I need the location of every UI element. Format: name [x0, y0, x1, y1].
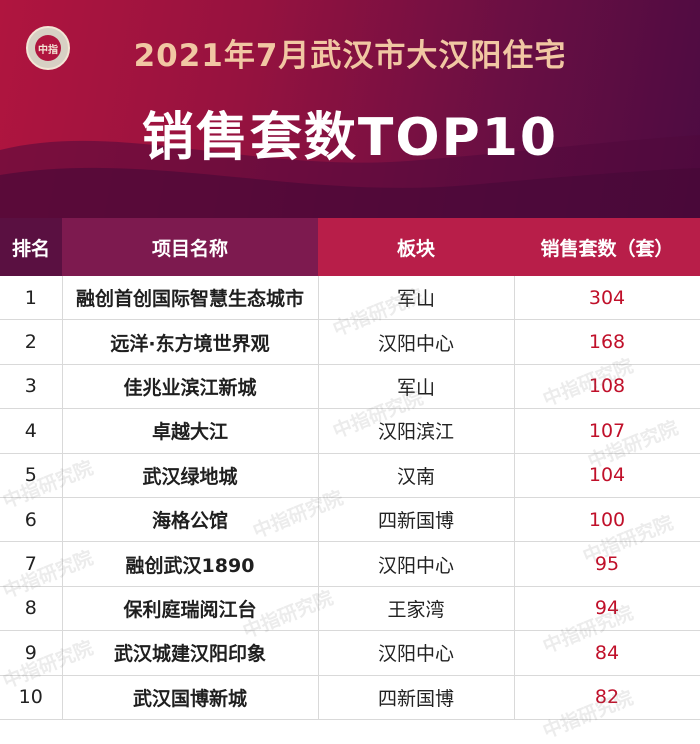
col-header-sales: 销售套数（套）	[514, 218, 700, 276]
table-row: 6 海格公馆 四新国博 100	[0, 497, 700, 543]
rank-cell: 8	[0, 586, 63, 632]
project-name-cell: 武汉国博新城	[62, 675, 319, 720]
table-row: 8 保利庭瑞阅江台 王家湾 94	[0, 586, 700, 632]
col-header-rank: 排名	[0, 218, 62, 276]
table-row: 9 武汉城建汉阳印象 汉阳中心 84	[0, 630, 700, 676]
table-row: 4 卓越大江 汉阳滨江 107	[0, 408, 700, 454]
project-name-cell: 佳兆业滨江新城	[62, 364, 319, 410]
rank-cell: 1	[0, 276, 63, 321]
header-wave-decoration	[0, 135, 700, 218]
ranking-table: 排名 项目名称 板块 销售套数（套） 1 融创首创国际智慧生态城市 军山 304 2 远洋…	[0, 218, 700, 720]
col-header-area: 板块	[318, 218, 514, 276]
project-name-cell: 卓越大江	[62, 408, 319, 454]
area-cell: 汉阳中心	[318, 541, 515, 587]
sales-cell: 108	[514, 364, 700, 410]
table-row: 2 远洋·东方境世界观 汉阳中心 168	[0, 319, 700, 365]
project-name-cell: 融创武汉1890	[62, 541, 319, 587]
header-banner: 中指 2021年7月武汉市大汉阳住宅 销售套数TOP10	[0, 0, 700, 218]
table-row: 3 佳兆业滨江新城 军山 108	[0, 364, 700, 410]
page-title-line1: 2021年7月武汉市大汉阳住宅	[133, 38, 567, 74]
sales-cell: 84	[514, 630, 700, 676]
table-header-row: 排名 项目名称 板块 销售套数（套）	[0, 218, 700, 276]
academy-logo: 中指	[26, 26, 70, 70]
project-name-cell: 融创首创国际智慧生态城市	[62, 276, 319, 321]
rank-cell: 2	[0, 319, 63, 365]
project-name-cell: 远洋·东方境世界观	[62, 319, 319, 365]
sales-cell: 82	[514, 675, 700, 720]
table-row: 5 武汉绿地城 汉南 104	[0, 453, 700, 498]
sales-cell: 95	[514, 541, 700, 587]
project-name-cell: 武汉绿地城	[62, 453, 319, 498]
rank-cell: 10	[0, 675, 63, 720]
logo-mark: 中指	[35, 35, 61, 61]
area-cell: 王家湾	[318, 586, 515, 632]
area-cell: 汉南	[318, 453, 515, 498]
col-header-project: 项目名称	[62, 218, 318, 276]
rank-cell: 5	[0, 453, 63, 498]
rank-cell: 7	[0, 541, 63, 587]
area-cell: 四新国博	[318, 497, 515, 543]
table-row: 7 融创武汉1890 汉阳中心 95	[0, 541, 700, 587]
area-cell: 军山	[318, 364, 515, 410]
rank-cell: 6	[0, 497, 63, 543]
sales-cell: 304	[514, 276, 700, 321]
sales-cell: 107	[514, 408, 700, 454]
project-name-cell: 保利庭瑞阅江台	[62, 586, 319, 632]
area-cell: 汉阳中心	[318, 630, 515, 676]
page-title-line2: 销售套数TOP10	[141, 108, 559, 168]
area-cell: 军山	[318, 276, 515, 321]
area-cell: 汉阳滨江	[318, 408, 515, 454]
sales-cell: 94	[514, 586, 700, 632]
rank-cell: 9	[0, 630, 63, 676]
sales-cell: 168	[514, 319, 700, 365]
rank-cell: 3	[0, 364, 63, 410]
area-cell: 四新国博	[318, 675, 515, 720]
sales-cell: 104	[514, 453, 700, 498]
project-name-cell: 武汉城建汉阳印象	[62, 630, 319, 676]
sales-cell: 100	[514, 497, 700, 543]
area-cell: 汉阳中心	[318, 319, 515, 365]
table-row: 1 融创首创国际智慧生态城市 军山 304	[0, 276, 700, 321]
table-row: 10 武汉国博新城 四新国博 82	[0, 675, 700, 720]
rank-cell: 4	[0, 408, 63, 454]
project-name-cell: 海格公馆	[62, 497, 319, 543]
